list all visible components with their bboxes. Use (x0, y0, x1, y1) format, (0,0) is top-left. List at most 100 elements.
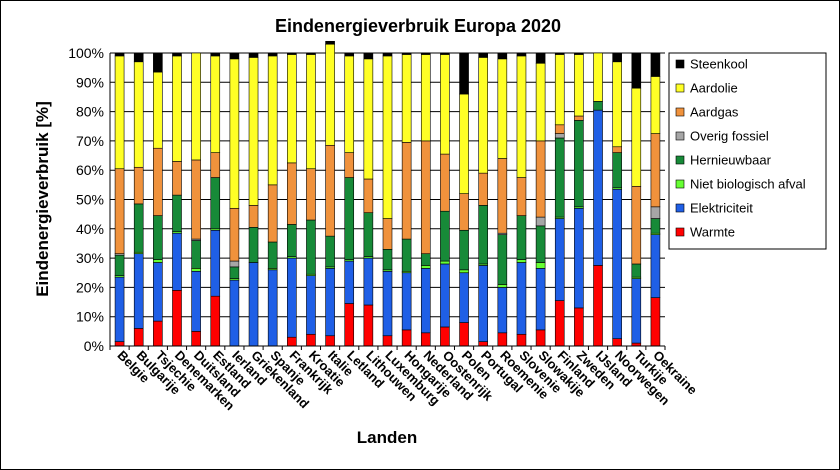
bar-segment (172, 161, 182, 196)
legend-label: Niet biologisch afval (690, 177, 806, 192)
bar-segment (229, 279, 240, 347)
bar-segment (497, 284, 508, 288)
bar-segment (612, 61, 622, 148)
bar-segment (210, 52, 221, 57)
bar-segment (344, 260, 355, 304)
bar-segment (363, 58, 374, 180)
bar-segment (306, 168, 316, 221)
bar-segment (650, 218, 661, 234)
bar-segment (382, 270, 393, 337)
bar-segment (497, 332, 508, 347)
legend-label: Warmte (690, 225, 735, 240)
bar-segment (535, 262, 546, 269)
bar-segment (287, 162, 297, 225)
legend-swatch (675, 227, 685, 237)
y-tick-label: 40% (76, 221, 104, 237)
bar-segment (440, 263, 450, 328)
bars (114, 40, 661, 347)
bar-segment (133, 203, 144, 253)
bar-segment (535, 140, 546, 218)
bar-segment (631, 186, 642, 265)
bar-segment (114, 254, 125, 276)
y-tick-label: 80% (76, 104, 104, 120)
bar-segment (133, 328, 144, 347)
bar-segment (248, 52, 259, 58)
bar-segment (612, 152, 622, 189)
bar-segment (191, 268, 201, 272)
bar-segment (210, 229, 221, 297)
legend-label: Hernieuwbaar (690, 153, 772, 168)
bar-segment (229, 266, 240, 279)
bar-segment (363, 178, 374, 213)
bar-segment (248, 227, 259, 263)
bar-segment (650, 52, 661, 77)
bar-segment (612, 146, 622, 153)
bar-segment (650, 234, 661, 298)
bar-segment (267, 184, 278, 243)
y-tick-label: 90% (76, 74, 104, 90)
bar-segment (459, 272, 469, 323)
bar-segment (535, 62, 546, 142)
bar-segment (420, 52, 431, 55)
bar-segment (382, 335, 393, 347)
bar-segment (191, 270, 201, 332)
bar-segment (401, 52, 412, 55)
bar-segment (516, 55, 527, 178)
y-tick-label: 20% (76, 279, 104, 295)
bar-segment (516, 52, 527, 57)
bar-segment (650, 133, 661, 208)
y-tick-label: 60% (76, 162, 104, 178)
bar-segment (363, 257, 374, 306)
bar-segment (440, 210, 450, 262)
bar-segment (478, 57, 488, 174)
legend-swatch (675, 203, 685, 213)
bar-segment (287, 224, 297, 257)
bar-segment (363, 304, 374, 347)
bar-segment (497, 52, 508, 60)
bar-segment (191, 52, 201, 161)
bar-segment (248, 205, 259, 228)
legend-swatch (675, 83, 685, 93)
bar-segment (382, 52, 393, 57)
bar-segment (554, 124, 565, 134)
bar-segment (440, 153, 450, 212)
chart-title: Eindenergieverbruik Europa 2020 (275, 16, 561, 36)
bar-segment (497, 234, 508, 285)
legend-swatch (675, 179, 685, 189)
bar-segment (574, 52, 584, 55)
bar-segment (401, 54, 412, 143)
legend-box (668, 52, 827, 250)
bar-segment (612, 338, 622, 347)
legend: Steenkool Aardolie Aardgas Overig fossiel He… (668, 52, 827, 250)
bar-segment (459, 229, 469, 271)
bar-segment (401, 272, 412, 331)
bar-segment (153, 320, 163, 347)
bar-segment (363, 212, 374, 257)
bar-segment (535, 268, 546, 331)
bar-segment (325, 40, 335, 45)
bar-segment (574, 115, 584, 121)
bar-segment (325, 335, 335, 347)
bar-segment (287, 54, 297, 164)
bar-segment (229, 58, 240, 209)
bar-segment (191, 331, 201, 347)
bar-segment (229, 260, 240, 268)
bar-segment (210, 177, 221, 230)
bar-segment (516, 333, 527, 347)
bar-segment (172, 290, 182, 347)
y-tick-label: 100% (68, 45, 104, 61)
bar-segment (267, 269, 278, 347)
y-tick-label: 0% (84, 338, 104, 354)
bar-segment (229, 52, 240, 60)
bar-segment (535, 329, 546, 347)
bar-segment (306, 52, 316, 55)
bar-segment (459, 193, 469, 231)
bar-segment (306, 219, 316, 275)
bar-segment (191, 159, 201, 240)
bar-segment (516, 262, 527, 335)
bar-segment (631, 87, 642, 187)
bar-segment (401, 142, 412, 240)
bar-segment (267, 241, 278, 269)
bar-segment (478, 205, 488, 265)
